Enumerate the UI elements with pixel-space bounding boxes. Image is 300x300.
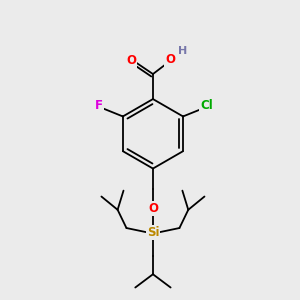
Text: F: F (95, 99, 103, 112)
Text: Cl: Cl (200, 99, 213, 112)
Text: Si: Si (147, 226, 159, 239)
Text: O: O (126, 54, 136, 67)
Text: O: O (165, 53, 175, 66)
Text: H: H (178, 46, 187, 56)
Text: O: O (148, 202, 158, 215)
